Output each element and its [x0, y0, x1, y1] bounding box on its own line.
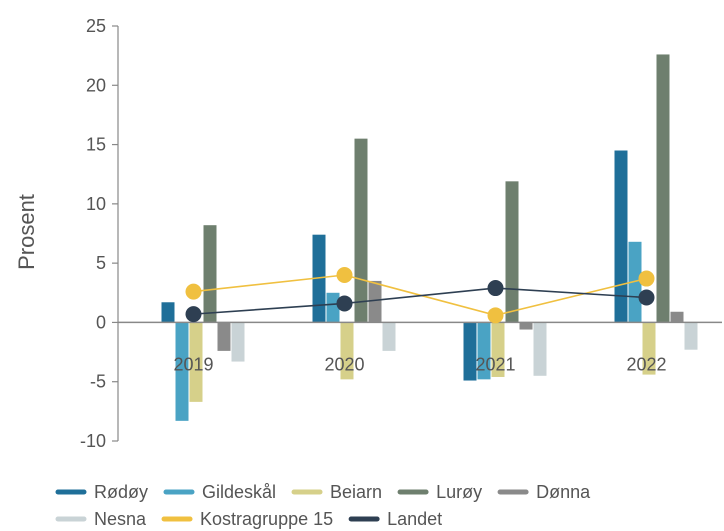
x-tick-label: 2019 [173, 354, 213, 374]
line-point [185, 283, 202, 300]
bar [477, 322, 491, 380]
line-point [336, 267, 353, 283]
x-tick-label: 2020 [324, 354, 364, 374]
line-point [487, 307, 504, 324]
y-tick-label: 10 [86, 194, 106, 214]
bar [340, 322, 354, 380]
x-tick-label: 2022 [626, 354, 666, 374]
line-point [336, 295, 353, 312]
y-tick-label: -5 [90, 372, 106, 392]
bar [231, 322, 245, 362]
bar [368, 280, 382, 323]
legend-label: Kostragruppe 15 [200, 509, 333, 529]
y-tick-label: 0 [96, 312, 106, 332]
line-point [638, 270, 655, 287]
bar [642, 322, 656, 375]
bar [670, 311, 684, 323]
x-tick-labels: 2019 2020 2021 2022 [173, 354, 666, 374]
line-point [185, 306, 202, 323]
legend-label: Gildeskål [202, 482, 276, 502]
bar [684, 322, 698, 350]
y-axis-title: Prosent [14, 194, 39, 270]
bar [382, 322, 396, 351]
y-tick-label: -10 [80, 431, 106, 451]
y-tick-label: 5 [96, 253, 106, 273]
bar [491, 322, 505, 377]
legend-label: Landet [387, 509, 442, 529]
bar [656, 54, 670, 323]
bar [354, 138, 368, 323]
y-tick-label: 15 [86, 135, 106, 155]
legend-label: Rødøy [94, 482, 148, 502]
bar [519, 322, 533, 330]
y-tick-label: 25 [86, 16, 106, 36]
bar [161, 302, 175, 323]
x-tick-label: 2021 [475, 354, 515, 374]
legend-label: Beiarn [330, 482, 382, 502]
bar [217, 322, 231, 351]
bar [175, 322, 189, 421]
bar [505, 181, 519, 323]
line-marks [185, 267, 655, 324]
bar [326, 292, 340, 323]
line-point [487, 280, 504, 297]
bar [189, 322, 203, 402]
legend: Rødøy Gildeskål Beiarn Lurøy Dønna Nesna Kostr… [55, 482, 591, 529]
bar-marks [161, 54, 698, 421]
legend-label: Nesna [94, 509, 147, 529]
bar [533, 322, 547, 376]
legend-label: Dønna [536, 482, 591, 502]
bar [463, 322, 477, 381]
bar [203, 225, 217, 323]
series-line [193, 287, 647, 315]
bar [614, 150, 628, 323]
y-axis: -10 -5 0 5 10 15 20 25 [80, 16, 119, 451]
legend-label: Lurøy [436, 482, 482, 502]
line-point [638, 289, 655, 306]
y-tick-label: 20 [86, 75, 106, 95]
